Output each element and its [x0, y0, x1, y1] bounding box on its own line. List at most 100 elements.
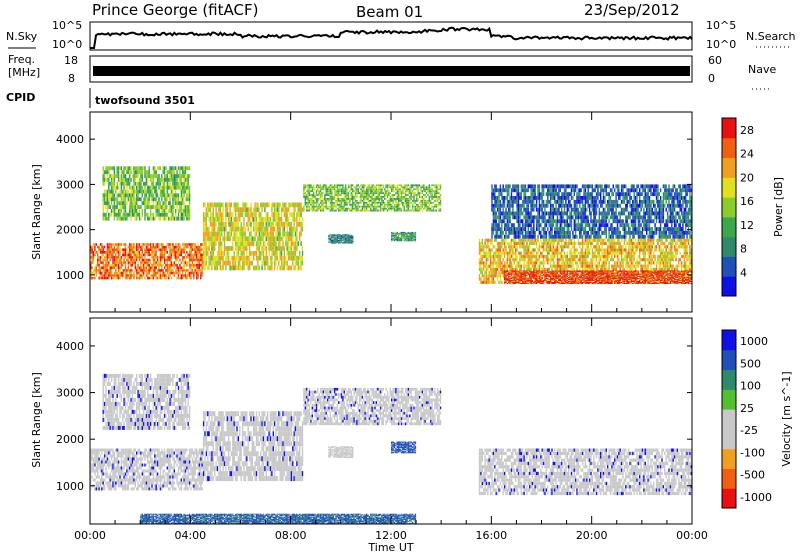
power-cell	[163, 205, 166, 209]
power-cell	[389, 207, 391, 210]
power-cell	[130, 170, 132, 175]
power-cell	[152, 216, 155, 221]
power-cell	[208, 207, 210, 213]
power-cell	[226, 251, 228, 256]
power-cell	[370, 203, 372, 206]
power-cell	[154, 245, 156, 249]
power-cell	[169, 243, 171, 246]
power-cell	[516, 258, 518, 262]
power-cell	[338, 234, 340, 236]
power-cell	[425, 207, 428, 210]
power-cell	[123, 212, 125, 217]
power-cell	[531, 254, 534, 259]
power-cell	[368, 205, 371, 208]
power-cell	[127, 193, 129, 198]
power-cell	[109, 271, 111, 275]
power-cell	[116, 212, 118, 217]
power-cell	[145, 193, 148, 198]
power-cell	[149, 276, 152, 280]
power-cell	[257, 226, 259, 232]
power-cell	[183, 261, 185, 264]
power-cell	[343, 241, 345, 243]
power-cell	[311, 186, 313, 189]
power-cell	[187, 197, 189, 202]
power-cell	[286, 265, 288, 271]
power-cell	[307, 203, 309, 206]
power-cell	[568, 245, 570, 249]
power-cell	[340, 240, 343, 241]
power-cell	[325, 188, 327, 191]
power-cell	[368, 201, 371, 204]
power-cell	[200, 271, 202, 275]
power-cell	[151, 205, 153, 209]
power-cell	[193, 243, 195, 246]
power-cell	[133, 256, 135, 259]
power-cell	[240, 207, 242, 213]
power-cell	[572, 264, 574, 268]
power-cell	[278, 246, 280, 251]
power-cell	[333, 186, 336, 189]
power-cell	[151, 243, 153, 246]
power-cell	[353, 186, 355, 189]
power-cell	[162, 209, 164, 213]
power-cell	[261, 260, 263, 266]
power-cell	[123, 189, 125, 194]
power-cell	[586, 238, 588, 242]
power-cell	[414, 205, 417, 208]
power-cell	[122, 189, 124, 194]
power-cell	[531, 251, 534, 255]
power-cell	[149, 248, 152, 251]
power-cell	[372, 201, 375, 204]
power-cell	[378, 198, 380, 200]
power-cell	[177, 181, 180, 186]
power-cell	[162, 212, 164, 217]
power-cell	[484, 280, 486, 284]
power-cell	[95, 269, 97, 272]
power-cell	[148, 197, 150, 202]
power-cell	[591, 267, 594, 271]
power-cell	[487, 254, 489, 259]
power-cell	[103, 245, 106, 249]
power-cell	[99, 274, 102, 277]
power-cell	[170, 261, 173, 264]
power-cell	[579, 254, 581, 259]
power-cell	[141, 174, 143, 178]
power-cell	[108, 170, 110, 175]
power-cell	[502, 248, 504, 252]
power-cell	[152, 266, 155, 270]
power-cell	[430, 192, 432, 195]
power-cell	[343, 236, 345, 238]
power-cell	[343, 192, 345, 195]
power-cell	[155, 266, 157, 270]
power-cell	[324, 201, 326, 204]
power-cell	[184, 177, 187, 182]
power-cell	[301, 246, 304, 251]
power-cell	[484, 264, 486, 268]
power-cell	[216, 217, 219, 222]
power-cell	[230, 212, 233, 217]
power-cell	[413, 198, 415, 200]
power-cell	[374, 196, 376, 198]
power-cell	[417, 199, 419, 202]
power-cell	[182, 170, 184, 175]
power-cell	[161, 209, 163, 213]
power-cell	[289, 226, 291, 232]
power-cell	[331, 199, 333, 202]
power-cell	[155, 263, 157, 267]
power-cell	[332, 201, 334, 204]
power-cell	[116, 243, 118, 246]
power-cell	[267, 260, 269, 266]
power-cell	[98, 248, 100, 251]
power-cell	[535, 261, 538, 265]
power-cell	[420, 207, 422, 210]
power-cell	[176, 266, 178, 270]
power-cell	[321, 199, 323, 202]
power-cell	[354, 207, 357, 210]
power-cell	[328, 198, 330, 200]
power-cell	[211, 212, 213, 217]
power-cell	[188, 185, 191, 190]
power-cell	[254, 221, 256, 227]
power-cell	[398, 240, 400, 242]
power-cell	[391, 237, 393, 239]
power-cell	[399, 209, 401, 212]
